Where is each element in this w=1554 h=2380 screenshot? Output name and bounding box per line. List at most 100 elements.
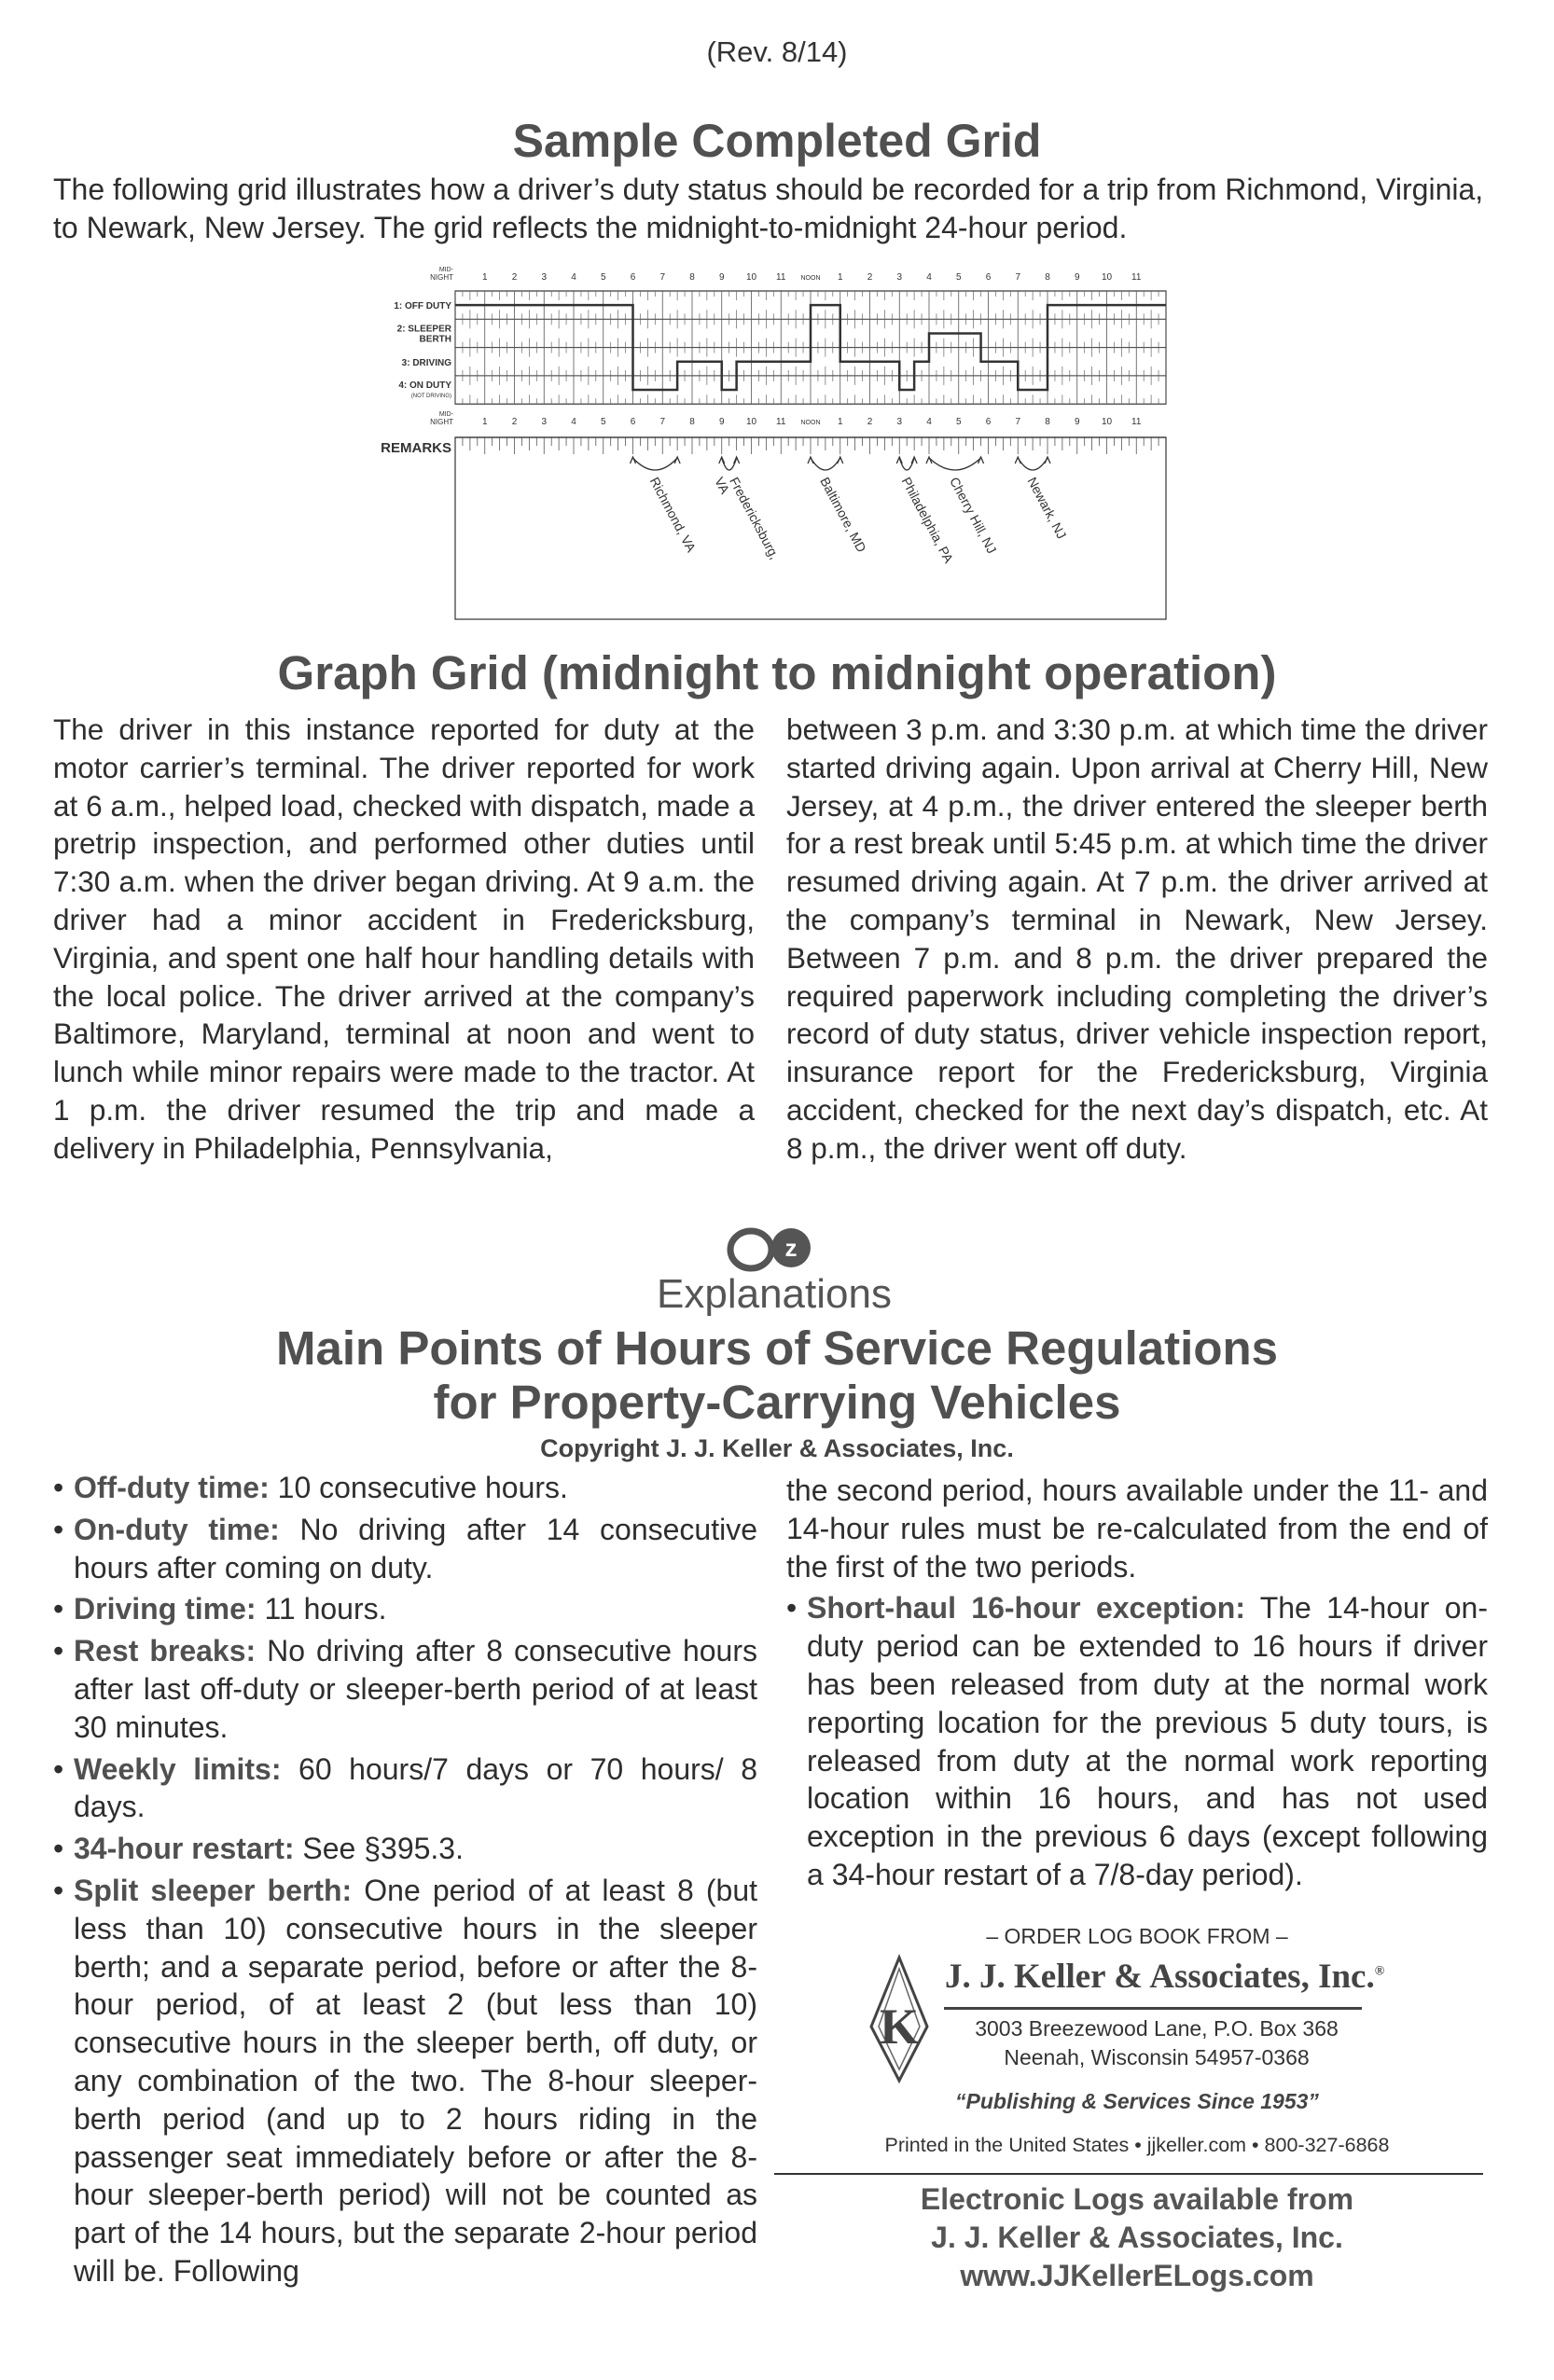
order-heading: – ORDER LOG BOOK FROM – — [986, 1924, 1288, 1948]
address-line2: Neenah, Wisconsin 54957-0368 — [1004, 2045, 1310, 2069]
arrowhead-icon — [1014, 455, 1051, 464]
hour-label: 9 — [1075, 417, 1080, 427]
title-line1: Main Points of Hours of Service Regulati… — [276, 1321, 1278, 1375]
arrowhead-icon — [718, 455, 741, 464]
address-line1: 3003 Breezewood Lane, P.O. Box 368 — [975, 2016, 1339, 2041]
revision-label: (Rev. 8/14) — [706, 35, 848, 68]
regulation-bullet: Split sleeper berth: One period of at le… — [53, 1872, 757, 2290]
hour-label: NIGHT — [430, 273, 453, 282]
hour-label: 11 — [776, 417, 786, 427]
hour-label: 7 — [1015, 417, 1020, 427]
copyright: Copyright J. J. Keller & Associates, Inc… — [540, 1434, 1014, 1462]
elogs-url[interactable]: www.JJKellerELogs.com — [960, 2259, 1314, 2292]
row-label-sub: (NOT DRIVING) — [411, 394, 451, 399]
hour-label: 2 — [512, 417, 518, 427]
hour-label: 4 — [926, 272, 932, 283]
address: 3003 Breezewood Lane, P.O. Box 368 Neenah… — [933, 2014, 1381, 2072]
hour-label: 6 — [986, 417, 992, 427]
bullet-text: No driving after 14 consecutive hours af… — [74, 1512, 757, 1584]
elogs-promo: Electronic Logs available from J. J. Kell… — [786, 2180, 1488, 2295]
graph-grid-title: Graph Grid (midnight to midnight operati… — [277, 646, 1277, 699]
remark-location: VA — [712, 475, 733, 497]
row-label: 1: OFF DUTY — [394, 301, 451, 311]
remark-arrow-icon — [928, 457, 982, 471]
hour-label: 4 — [571, 417, 576, 427]
main-points-title: Main Points of Hours of Service Regulati… — [0, 1321, 1554, 1430]
arrowhead-icon — [807, 455, 844, 464]
hour-label: 3 — [896, 417, 902, 427]
divider — [774, 2173, 1483, 2175]
remarks-label: REMARKS — [381, 440, 451, 456]
keller-k-logo-icon: K — [869, 1954, 929, 2084]
remark-arrow-icon — [721, 457, 738, 471]
hour-label: 9 — [1075, 272, 1080, 283]
hour-label: NOON — [801, 420, 821, 426]
hour-label: 8 — [1045, 417, 1050, 427]
bullet-text: 10 consecutive hours. — [269, 1471, 568, 1504]
hour-label: MID- — [439, 411, 454, 418]
hour-label: NOON — [801, 275, 821, 282]
hour-label: 10 — [1102, 417, 1113, 427]
row-label-sub: BERTH — [420, 334, 451, 344]
regulation-bullet: 34-hour restart: See §395.3. — [53, 1830, 757, 1868]
hour-label: 1 — [838, 417, 843, 427]
row-label: 3: DRIVING — [402, 358, 452, 368]
bullet-text: No driving after 8 consecutive hours aft… — [74, 1634, 758, 1744]
hour-label: 7 — [1015, 272, 1020, 283]
company-name: J. J. Keller & Associates, Inc.® — [945, 1957, 1384, 1997]
hour-label: 6 — [631, 417, 636, 427]
hour-label: 11 — [1131, 417, 1142, 427]
hour-label: 8 — [689, 417, 695, 427]
bullet-term: Driving time: — [74, 1592, 257, 1626]
remark-arrow-icon — [810, 457, 841, 471]
hour-label: NIGHT — [430, 418, 453, 426]
regulation-bullet: Rest breaks: No driving after 8 consecut… — [53, 1632, 757, 1746]
arrowhead-icon — [925, 455, 985, 464]
bullet-term: Short-haul 16-hour exception: — [807, 1591, 1245, 1626]
bullet-term: Weekly limits: — [74, 1751, 282, 1786]
printed-info: Printed in the United States • jjkeller.… — [884, 2134, 1390, 2156]
bullet-text: The 14-hour on-duty period can be extend… — [807, 1591, 1489, 1891]
regulation-bullet: Off-duty time: 10 consecutive hours. — [53, 1469, 757, 1507]
regulation-list-col2: the second period, hours available under… — [786, 1472, 1488, 1898]
hour-label: 4 — [571, 272, 576, 283]
bullet-term: Off-duty time: — [74, 1471, 270, 1504]
bullet-text: 11 hours. — [256, 1592, 387, 1626]
regulation-bullet: On-duty time: No driving after 14 consec… — [53, 1511, 757, 1587]
hour-label: 10 — [746, 417, 757, 427]
hour-label: 6 — [986, 272, 992, 283]
hour-label: 3 — [541, 417, 547, 427]
svg-text:K: K — [880, 1999, 919, 2055]
sample-intro: The following grid illustrates how a dri… — [53, 173, 1484, 244]
registered-mark: ® — [1374, 1964, 1385, 1979]
remark-arrow-icon — [1017, 457, 1048, 471]
duty-status-line — [455, 303, 1166, 392]
title-line2: for Property-Carrying Vehicles — [433, 1376, 1121, 1429]
hour-label: 1 — [838, 272, 843, 283]
remark-location: Fredericksburg, — [727, 475, 783, 561]
row-label: 4: ON DUTY — [398, 381, 451, 391]
hour-label: 5 — [956, 417, 962, 427]
hour-label: 5 — [956, 272, 962, 283]
graph-text-col1: The driver in this instance reported for… — [53, 713, 755, 1165]
svg-text:Explanations: Explanations — [657, 1271, 892, 1317]
ez-explanations-logo: z Explanations — [657, 1227, 892, 1317]
remark-location: Baltimore, MD — [817, 475, 869, 555]
hour-label: 8 — [689, 272, 695, 283]
regulation-bullet: Driving time: 11 hours. — [53, 1590, 757, 1628]
hour-label: 9 — [719, 272, 725, 283]
bullet-term: 34-hour restart: — [74, 1832, 295, 1866]
remarks-box — [454, 436, 1167, 620]
hour-label: 11 — [776, 272, 786, 283]
hour-label: 2 — [867, 417, 873, 427]
remark-arrow-icon — [632, 457, 678, 471]
hour-label: 3 — [541, 272, 547, 283]
bullet-text: See §395.3. — [294, 1832, 464, 1866]
hour-label: 4 — [926, 417, 932, 427]
remark-location: Philadelphia, PA — [899, 475, 957, 566]
regulation-bullet: Weekly limits: 60 hours/7 days or 70 hou… — [53, 1750, 757, 1827]
remark-location: Richmond, VA — [647, 475, 700, 555]
hour-label: 3 — [896, 272, 902, 283]
hour-label: 2 — [512, 272, 518, 283]
bullet-term: Split sleeper berth: — [74, 1873, 353, 1907]
